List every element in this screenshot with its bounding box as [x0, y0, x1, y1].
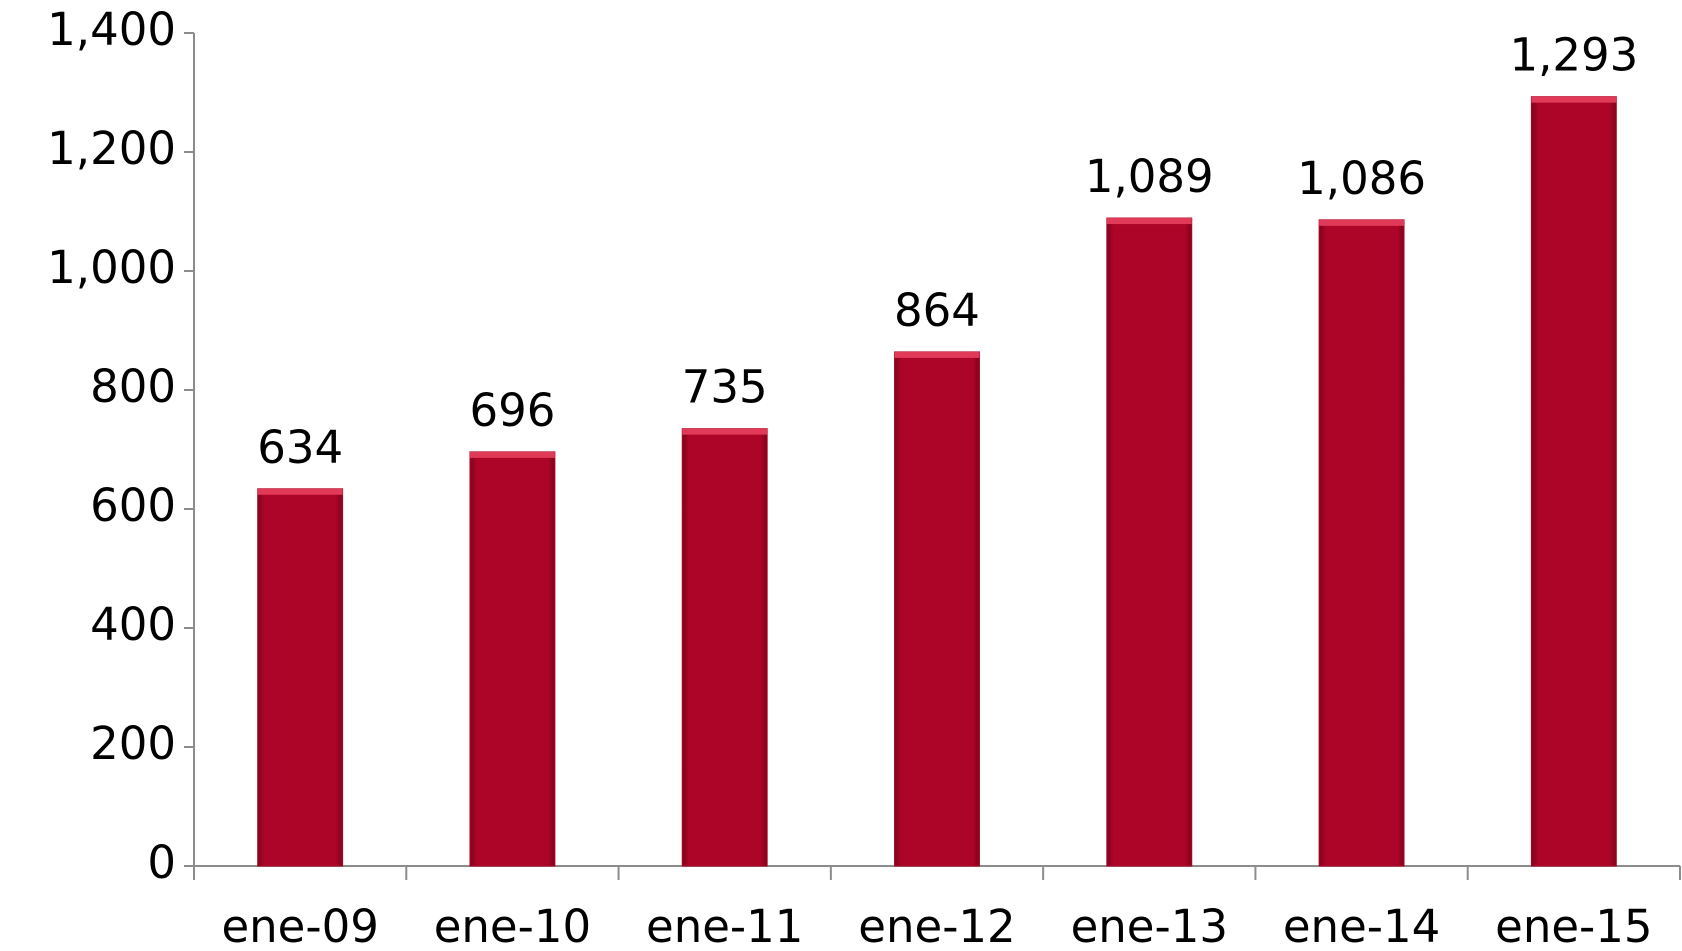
bar-highlight	[682, 428, 768, 435]
x-tick-label: ene-11	[646, 900, 803, 951]
bar-body	[469, 451, 556, 867]
bar-body	[1318, 219, 1405, 867]
bar	[469, 451, 556, 867]
bar-body	[257, 488, 344, 867]
x-tick-label: ene-12	[858, 900, 1015, 951]
bar-body	[681, 428, 768, 867]
bar-body	[894, 351, 980, 867]
bar-highlight	[1106, 218, 1192, 225]
bar	[894, 351, 980, 867]
bar	[1318, 219, 1405, 867]
bar-highlight	[894, 351, 980, 358]
data-label: 1,089	[1085, 150, 1214, 203]
data-label: 634	[257, 421, 343, 474]
bar	[1106, 217, 1193, 867]
x-tick-label: ene-10	[434, 900, 591, 951]
data-label: 1,293	[1509, 29, 1638, 82]
bar-body	[1106, 217, 1193, 867]
y-tick-label: 1,000	[47, 241, 176, 294]
bar	[257, 488, 344, 867]
bar-highlight	[1531, 96, 1617, 103]
bar	[681, 428, 768, 867]
y-tick-label: 200	[90, 717, 176, 770]
y-tick-label: 600	[90, 479, 176, 532]
y-tick-label: 1,400	[47, 3, 176, 56]
y-tick-label: 400	[90, 598, 176, 651]
x-tick-label: ene-13	[1071, 900, 1228, 951]
data-label: 696	[469, 384, 555, 437]
x-tick-label: ene-09	[221, 900, 378, 951]
bar-highlight	[257, 488, 343, 495]
bar-highlight	[1319, 219, 1405, 226]
data-label: 864	[894, 284, 980, 337]
bar	[1530, 96, 1617, 867]
data-label: 735	[682, 361, 768, 414]
y-tick-label: 1,200	[47, 122, 176, 175]
y-tick-label: 0	[147, 836, 176, 889]
bar-highlight	[469, 451, 555, 458]
y-tick-label: 800	[90, 360, 176, 413]
data-label: 1,086	[1297, 152, 1426, 205]
x-tick-label: ene-15	[1495, 900, 1652, 951]
x-tick-label: ene-14	[1283, 900, 1440, 951]
bar-body	[1530, 96, 1617, 867]
